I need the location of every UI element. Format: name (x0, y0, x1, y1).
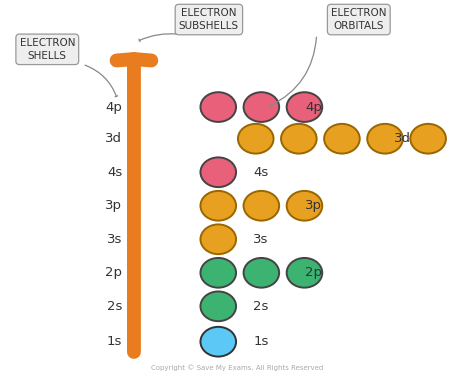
Ellipse shape (244, 258, 279, 288)
Ellipse shape (201, 327, 236, 356)
Ellipse shape (201, 92, 236, 122)
Ellipse shape (367, 124, 403, 153)
Ellipse shape (201, 157, 236, 187)
Text: 2s: 2s (107, 300, 122, 313)
Ellipse shape (238, 124, 273, 153)
Text: 2p: 2p (305, 266, 322, 279)
Text: ELECTRON
SHELLS: ELECTRON SHELLS (19, 38, 75, 61)
Text: 2s: 2s (254, 300, 269, 313)
Text: 4s: 4s (254, 166, 269, 179)
Ellipse shape (201, 225, 236, 254)
Ellipse shape (287, 258, 322, 288)
Text: 3s: 3s (254, 233, 269, 246)
Ellipse shape (287, 191, 322, 221)
Text: 3p: 3p (105, 199, 122, 212)
Text: 1s: 1s (107, 335, 122, 348)
Text: 1s: 1s (254, 335, 269, 348)
Text: 4p: 4p (305, 101, 322, 113)
Ellipse shape (201, 258, 236, 288)
Ellipse shape (324, 124, 360, 153)
Text: ELECTRON
SUBSHELLS: ELECTRON SUBSHELLS (179, 8, 239, 31)
Text: 3s: 3s (107, 233, 122, 246)
Text: 4s: 4s (107, 166, 122, 179)
Ellipse shape (281, 124, 317, 153)
Ellipse shape (244, 92, 279, 122)
Ellipse shape (244, 191, 279, 221)
Text: ELECTRON
ORBITALS: ELECTRON ORBITALS (331, 8, 386, 31)
Ellipse shape (201, 291, 236, 321)
Text: Copyright © Save My Exams. All Rights Reserved: Copyright © Save My Exams. All Rights Re… (151, 365, 323, 372)
Text: 2p: 2p (105, 266, 122, 279)
Text: 3d: 3d (105, 132, 122, 145)
Text: 3p: 3p (305, 199, 322, 212)
Ellipse shape (201, 191, 236, 221)
Ellipse shape (410, 124, 446, 153)
Text: 4p: 4p (105, 101, 122, 113)
Ellipse shape (287, 92, 322, 122)
Text: 3d: 3d (394, 132, 411, 145)
